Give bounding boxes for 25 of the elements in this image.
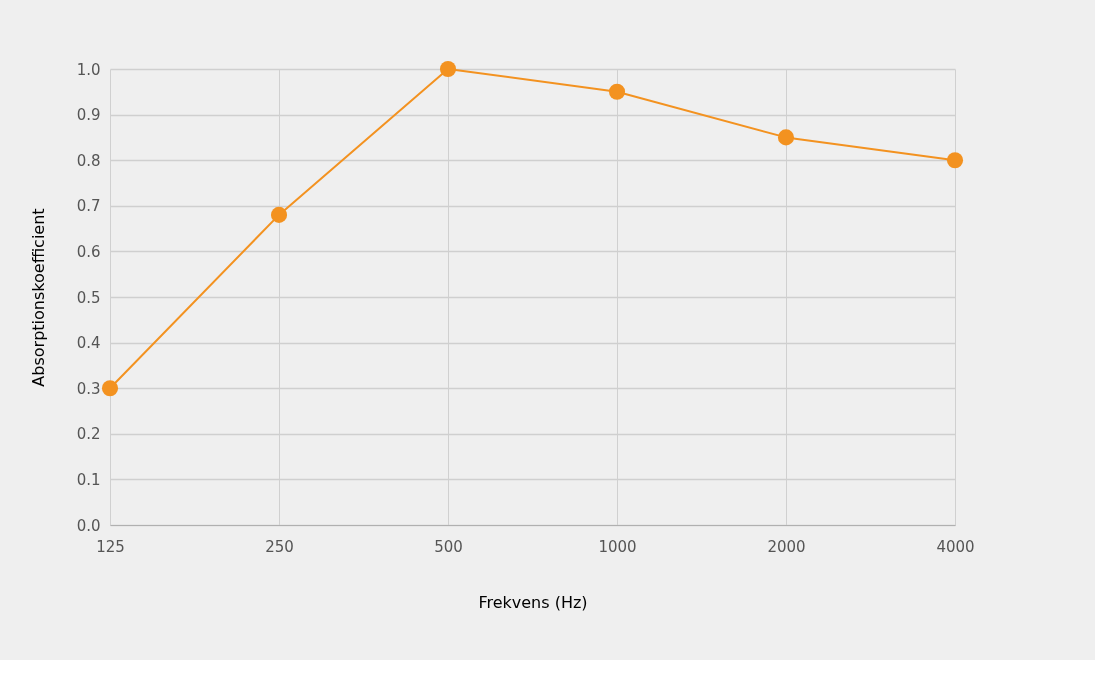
point xyxy=(946,152,964,169)
y-tick-label: 0.6 xyxy=(76,242,101,261)
point xyxy=(101,380,119,397)
y-tick-label: 0.4 xyxy=(76,334,101,353)
y-tick-label: 0.3 xyxy=(76,379,101,398)
y-tick-label: 1.0 xyxy=(76,60,101,79)
x-tick-label: 250 xyxy=(265,537,294,556)
y-tick-label: 0.5 xyxy=(76,288,101,307)
y-tick-label: 0.7 xyxy=(76,197,101,216)
x-tick-label: 500 xyxy=(434,537,463,556)
x-axis-title: Frekvens (Hz) xyxy=(478,592,588,612)
point xyxy=(439,60,457,78)
y-tick-label: 0.8 xyxy=(76,151,101,170)
x-tick-label: 4000 xyxy=(936,537,975,556)
y-tick-label: 0.2 xyxy=(76,425,101,444)
y-tick-label: 0.9 xyxy=(76,106,101,125)
x-tick-label: 2000 xyxy=(767,537,806,556)
y-tick-label: 0.0 xyxy=(76,516,101,535)
x-tick-label: 1000 xyxy=(598,537,637,556)
point xyxy=(777,129,795,146)
point xyxy=(270,206,288,223)
y-axis-title: Absorptionskoefficient xyxy=(28,208,48,387)
y-tick-label: 0.1 xyxy=(76,470,101,489)
point xyxy=(608,83,626,100)
x-tick-label: 125 xyxy=(96,537,125,556)
